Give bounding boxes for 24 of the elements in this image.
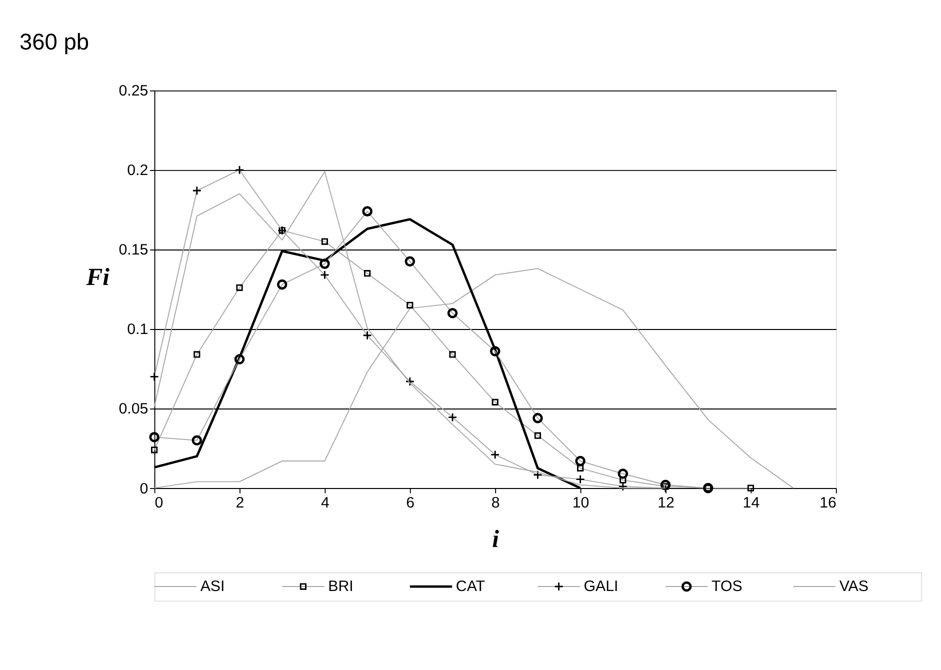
x-tick-label: 2 <box>236 494 244 512</box>
legend-label: TOS <box>712 578 742 596</box>
y-axis-title: Fi <box>85 264 110 291</box>
legend-label: GALI <box>584 578 618 596</box>
legend-label: VAS <box>839 578 868 596</box>
x-tick-label: 16 <box>820 494 836 512</box>
x-tick-label: 14 <box>742 494 760 512</box>
x-tick-label: 10 <box>572 494 590 512</box>
x-tick-label: 6 <box>406 494 415 512</box>
y-tick-label: 0 <box>140 480 148 498</box>
y-tick-label: 0.1 <box>127 321 148 338</box>
legend-label: ASI <box>200 578 225 596</box>
x-tick-label: 12 <box>658 494 674 512</box>
x-tick-label: 8 <box>491 494 500 512</box>
x-tick-label: 4 <box>320 494 330 512</box>
chart-title: 360 pb <box>19 28 89 55</box>
legend-label: BRI <box>328 578 354 596</box>
legend-label: CAT <box>456 578 486 596</box>
y-tick-label: 0.2 <box>127 162 148 180</box>
y-tick-label: 0.15 <box>118 242 148 259</box>
y-tick-label: 0.25 <box>118 82 148 100</box>
x-axis-title: i <box>492 526 500 554</box>
x-tick-label: 0 <box>154 494 164 512</box>
y-tick-label: 0.05 <box>118 400 148 418</box>
